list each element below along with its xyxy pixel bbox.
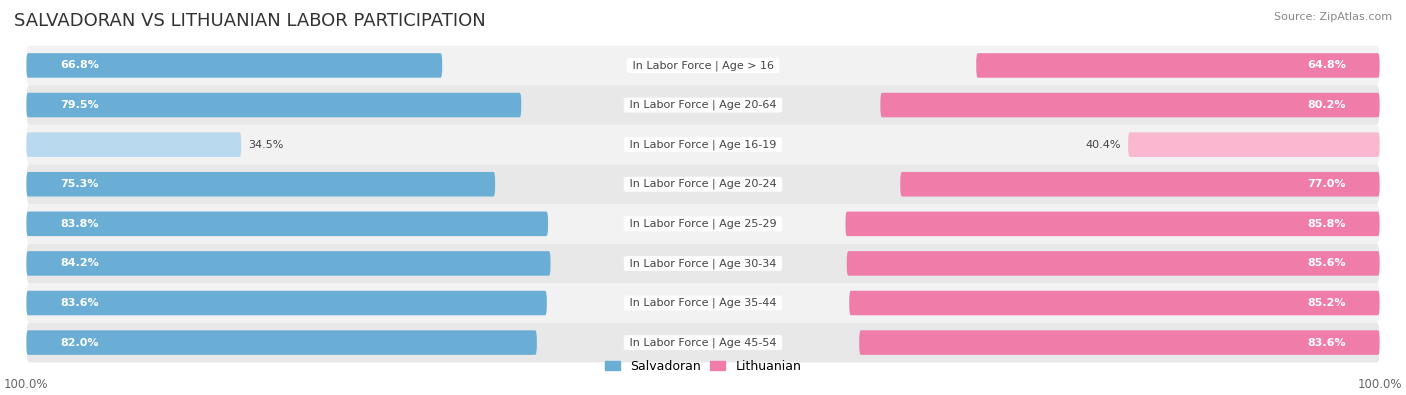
Text: In Labor Force | Age > 16: In Labor Force | Age > 16	[628, 60, 778, 71]
FancyBboxPatch shape	[27, 53, 443, 78]
FancyBboxPatch shape	[27, 93, 522, 117]
Text: 85.8%: 85.8%	[1308, 219, 1346, 229]
Text: In Labor Force | Age 16-19: In Labor Force | Age 16-19	[626, 139, 780, 150]
FancyBboxPatch shape	[27, 172, 495, 196]
FancyBboxPatch shape	[27, 251, 551, 276]
FancyBboxPatch shape	[27, 244, 1379, 283]
Text: 40.4%: 40.4%	[1085, 140, 1122, 150]
Legend: Salvadoran, Lithuanian: Salvadoran, Lithuanian	[605, 360, 801, 373]
FancyBboxPatch shape	[27, 323, 1379, 362]
FancyBboxPatch shape	[27, 132, 242, 157]
FancyBboxPatch shape	[27, 204, 1379, 244]
FancyBboxPatch shape	[27, 291, 547, 315]
FancyBboxPatch shape	[880, 93, 1379, 117]
Text: In Labor Force | Age 25-29: In Labor Force | Age 25-29	[626, 218, 780, 229]
Text: In Labor Force | Age 20-24: In Labor Force | Age 20-24	[626, 179, 780, 190]
Text: 83.6%: 83.6%	[1308, 338, 1346, 348]
FancyBboxPatch shape	[27, 212, 548, 236]
Text: 82.0%: 82.0%	[60, 338, 98, 348]
FancyBboxPatch shape	[27, 85, 1379, 125]
Text: 85.2%: 85.2%	[1308, 298, 1346, 308]
Text: In Labor Force | Age 30-34: In Labor Force | Age 30-34	[626, 258, 780, 269]
Text: 83.8%: 83.8%	[60, 219, 98, 229]
Text: 80.2%: 80.2%	[1308, 100, 1346, 110]
Text: 75.3%: 75.3%	[60, 179, 98, 189]
FancyBboxPatch shape	[845, 212, 1379, 236]
Text: SALVADORAN VS LITHUANIAN LABOR PARTICIPATION: SALVADORAN VS LITHUANIAN LABOR PARTICIPA…	[14, 12, 486, 30]
FancyBboxPatch shape	[27, 283, 1379, 323]
FancyBboxPatch shape	[1128, 132, 1379, 157]
Text: 66.8%: 66.8%	[60, 60, 98, 70]
Text: 84.2%: 84.2%	[60, 258, 98, 269]
Text: Source: ZipAtlas.com: Source: ZipAtlas.com	[1274, 12, 1392, 22]
FancyBboxPatch shape	[976, 53, 1379, 78]
FancyBboxPatch shape	[859, 330, 1379, 355]
FancyBboxPatch shape	[27, 125, 1379, 164]
Text: 79.5%: 79.5%	[60, 100, 98, 110]
Text: In Labor Force | Age 45-54: In Labor Force | Age 45-54	[626, 337, 780, 348]
Text: 85.6%: 85.6%	[1308, 258, 1346, 269]
Text: In Labor Force | Age 20-64: In Labor Force | Age 20-64	[626, 100, 780, 110]
FancyBboxPatch shape	[27, 164, 1379, 204]
FancyBboxPatch shape	[27, 330, 537, 355]
Text: In Labor Force | Age 35-44: In Labor Force | Age 35-44	[626, 298, 780, 308]
Text: 64.8%: 64.8%	[1308, 60, 1346, 70]
FancyBboxPatch shape	[849, 291, 1379, 315]
Text: 83.6%: 83.6%	[60, 298, 98, 308]
FancyBboxPatch shape	[900, 172, 1379, 196]
FancyBboxPatch shape	[846, 251, 1379, 276]
FancyBboxPatch shape	[27, 46, 1379, 85]
Text: 34.5%: 34.5%	[247, 140, 283, 150]
Text: 77.0%: 77.0%	[1308, 179, 1346, 189]
